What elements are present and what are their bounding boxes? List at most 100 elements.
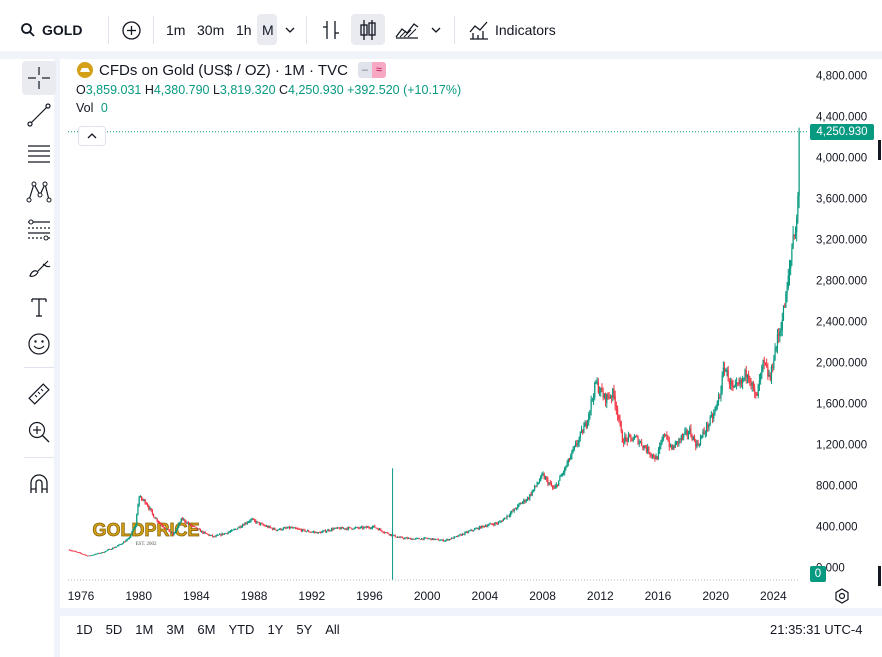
magnet-icon[interactable] xyxy=(26,471,52,497)
candle-body xyxy=(608,396,610,398)
candle-body xyxy=(461,533,464,536)
pattern-icon[interactable] xyxy=(26,179,52,205)
candle-body xyxy=(383,532,385,534)
chevron-down-icon[interactable] xyxy=(430,25,442,35)
candle-body xyxy=(449,538,452,540)
candle-body xyxy=(318,532,321,533)
candle-body xyxy=(487,525,489,527)
candle-body xyxy=(790,260,792,269)
candle-body xyxy=(154,517,156,519)
range-1m[interactable]: 1M xyxy=(135,622,154,637)
ruler-icon[interactable] xyxy=(26,381,52,407)
candle-body xyxy=(427,538,429,540)
candle-body xyxy=(180,518,182,523)
candle-body xyxy=(368,526,370,528)
range-all[interactable]: All xyxy=(325,622,340,637)
candle-body xyxy=(528,497,530,499)
legend-toggle-badge[interactable]: – ≈ xyxy=(357,62,386,78)
candle-body xyxy=(365,526,367,528)
emoji-icon[interactable] xyxy=(26,331,52,357)
timezone-clock[interactable]: 21:35:31 UTC-4 xyxy=(770,622,863,637)
toolbar-divider xyxy=(0,51,882,59)
crosshair-button-active[interactable] xyxy=(22,61,56,95)
candle-body xyxy=(125,540,127,543)
candle-body xyxy=(387,532,389,534)
candle-body xyxy=(332,528,334,530)
range-1y[interactable]: 1Y xyxy=(267,622,284,637)
candle-body xyxy=(280,528,282,530)
candle-body xyxy=(582,429,584,434)
horizontal-lines-icon[interactable] xyxy=(26,141,52,167)
candle-body xyxy=(470,529,472,531)
area-chart-type-icon[interactable] xyxy=(394,19,420,41)
candle-body xyxy=(423,537,425,540)
candle-body xyxy=(214,536,216,538)
indicators-button[interactable]: Indicators xyxy=(495,22,556,38)
brush-icon[interactable] xyxy=(26,256,52,282)
interval-month-active[interactable] xyxy=(257,14,277,45)
range-1d[interactable]: 1D xyxy=(76,622,93,637)
fib-retracement-icon[interactable] xyxy=(26,217,52,243)
trend-line-icon[interactable] xyxy=(26,102,52,128)
candle-body xyxy=(505,517,507,519)
candle-body xyxy=(207,533,209,535)
candle-body xyxy=(550,483,553,487)
candle-body xyxy=(499,521,501,523)
chevron-down-icon[interactable] xyxy=(284,25,296,35)
candle-body xyxy=(265,526,268,527)
range-3m[interactable]: 3M xyxy=(166,622,185,637)
candle-body xyxy=(101,552,103,553)
candle-body xyxy=(79,552,81,554)
symbol-search[interactable]: GOLD xyxy=(20,18,82,42)
chart-settings-icon[interactable] xyxy=(833,587,851,605)
x-tick-label: 2008 xyxy=(529,589,556,603)
candle-body xyxy=(553,487,555,489)
candle-body xyxy=(512,510,514,512)
candle-body xyxy=(495,522,497,524)
legend-collapse-button[interactable] xyxy=(78,126,106,146)
candle-body xyxy=(556,484,559,486)
text-tool-icon[interactable] xyxy=(26,294,52,320)
candle-body xyxy=(564,467,566,473)
candle-body xyxy=(429,538,431,540)
candle-body xyxy=(397,537,399,538)
compare-add-icon[interactable] xyxy=(121,20,142,41)
range-6m[interactable]: 6M xyxy=(197,622,216,637)
interval-30m[interactable]: 30m xyxy=(197,22,225,38)
candle-body xyxy=(76,551,78,553)
candle-body xyxy=(496,523,498,524)
range-5y[interactable]: 5Y xyxy=(296,622,313,637)
indicators-icon[interactable] xyxy=(468,19,490,41)
dash-icon: – xyxy=(357,62,372,78)
candle-body xyxy=(219,534,221,535)
candle-body xyxy=(685,430,687,432)
interval-1m[interactable]: 1m xyxy=(166,22,186,38)
candle-body xyxy=(90,555,92,557)
volume-scale-handle[interactable] xyxy=(878,566,881,586)
candle-body xyxy=(394,534,396,537)
candle-body xyxy=(239,526,241,528)
range-5d[interactable]: 5D xyxy=(105,622,123,637)
candle-body xyxy=(341,527,343,529)
candle-body xyxy=(769,374,771,381)
candle-body xyxy=(698,444,700,446)
candle-body xyxy=(84,554,86,556)
candle-body xyxy=(453,536,455,539)
candle-body xyxy=(165,528,167,530)
candle-body xyxy=(114,547,116,548)
zoom-in-icon[interactable] xyxy=(26,419,52,445)
candle-body xyxy=(282,528,285,530)
candle-body xyxy=(86,555,89,557)
candle-body xyxy=(647,446,649,452)
candle-body xyxy=(250,519,252,522)
candles-button-active[interactable] xyxy=(351,14,385,45)
candle-body xyxy=(338,527,340,529)
candle-body xyxy=(436,538,438,540)
candle-body xyxy=(709,416,711,425)
bar-chart-type-icon[interactable] xyxy=(320,18,342,42)
candle-body xyxy=(185,521,187,524)
price-scale-handle[interactable] xyxy=(878,140,881,160)
interval-1h[interactable]: 1h xyxy=(236,22,252,38)
range-ytd[interactable]: YTD xyxy=(228,622,255,637)
